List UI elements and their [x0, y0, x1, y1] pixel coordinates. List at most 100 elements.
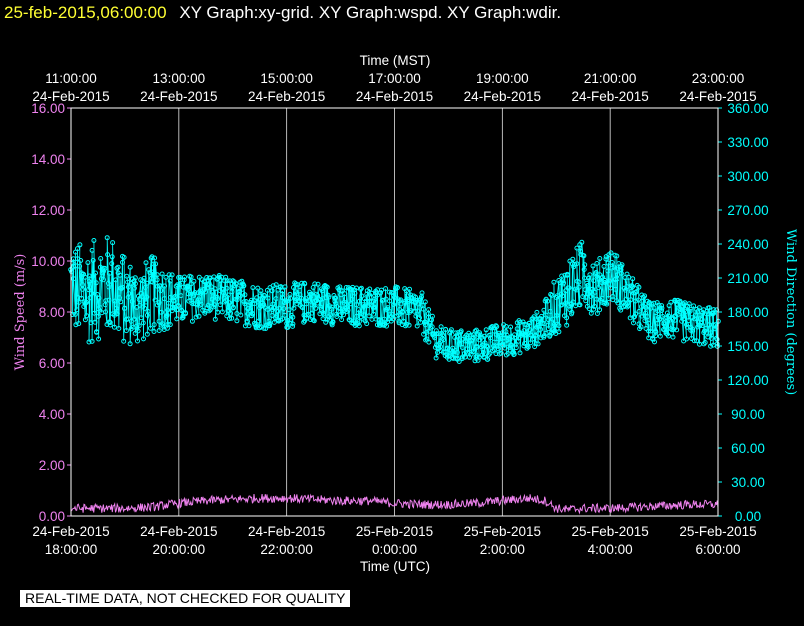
direction-point: [262, 293, 268, 299]
direction-point: [536, 331, 541, 337]
direction-point: [642, 293, 648, 299]
direction-point: [429, 324, 435, 330]
direction-point: [290, 321, 296, 327]
direction-point: [564, 272, 570, 278]
direction-point: [80, 286, 85, 292]
direction-point: [580, 294, 586, 300]
direction-point: [639, 298, 645, 304]
direction-point: [280, 295, 286, 301]
direction-point: [326, 303, 332, 309]
direction-point: [255, 299, 261, 305]
direction-point: [524, 343, 530, 349]
direction-point: [687, 306, 693, 312]
direction-point: [167, 322, 173, 328]
direction-point: [512, 335, 518, 341]
direction-point: [508, 342, 514, 348]
direction-point: [84, 313, 90, 319]
top-tick-date: 24-Feb-2015: [679, 89, 756, 104]
direction-point: [640, 303, 646, 309]
direction-point: [101, 277, 106, 283]
direction-point: [470, 349, 476, 355]
direction-point: [90, 273, 96, 279]
direction-point: [285, 296, 291, 302]
direction-point: [711, 311, 716, 316]
direction-point: [349, 296, 355, 302]
direction-point: [491, 339, 497, 345]
direction-point: [267, 321, 273, 327]
direction-point: [104, 235, 110, 241]
direction-point: [71, 276, 77, 282]
quality-notice: REAL-TIME DATA, NOT CHECKED FOR QUALITY: [20, 590, 351, 607]
bottom-axis-label: Time (UTC): [360, 559, 430, 574]
direction-point: [164, 312, 170, 318]
chart-header: 25-feb-2015,06:00:00 XY Graph:xy-grid. X…: [4, 3, 561, 22]
right-tick-label: 270.00: [727, 203, 768, 218]
direction-point: [75, 246, 80, 252]
direction-point: [634, 289, 640, 295]
direction-point: [482, 333, 487, 339]
direction-point: [206, 308, 212, 314]
direction-point: [588, 310, 594, 316]
direction-point: [596, 285, 602, 291]
direction-point: [686, 318, 692, 323]
direction-point: [656, 302, 662, 308]
direction-point: [248, 297, 254, 303]
direction-point: [381, 322, 387, 328]
direction-point: [487, 350, 493, 356]
direction-point: [185, 286, 191, 292]
direction-point: [109, 261, 115, 267]
direction-point: [476, 337, 482, 343]
direction-point: [454, 349, 460, 355]
direction-point: [132, 281, 138, 287]
direction-point: [633, 289, 639, 295]
direction-point: [191, 278, 197, 284]
direction-point: [700, 323, 706, 329]
direction-point: [391, 316, 396, 322]
direction-point: [120, 284, 126, 290]
direction-point: [157, 283, 163, 289]
direction-point: [79, 295, 84, 301]
direction-point: [564, 322, 570, 328]
direction-point: [554, 313, 560, 318]
left-tick-label: 2.00: [39, 458, 65, 473]
direction-point: [342, 301, 347, 307]
direction-point: [691, 338, 697, 344]
direction-point: [456, 359, 462, 364]
direction-point: [125, 294, 131, 300]
direction-point: [668, 326, 674, 332]
direction-point: [192, 290, 198, 295]
direction-point: [472, 328, 478, 334]
direction-point: [121, 338, 127, 344]
direction-point: [477, 330, 482, 336]
direction-point: [549, 292, 555, 298]
axis-ticks: 24-Feb-2015 18:00:00 24-Feb-2015 20:00:00 24…: [31, 71, 768, 557]
direction-point: [97, 305, 103, 311]
direction-point: [321, 311, 326, 317]
direction-point: [219, 309, 225, 315]
bottom-tick-date: 25-Feb-2015: [464, 524, 541, 539]
direction-point: [77, 242, 83, 248]
direction-point: [372, 296, 378, 302]
direction-point: [189, 318, 195, 324]
direction-point: [666, 333, 671, 339]
direction-point: [144, 294, 150, 300]
direction-point: [543, 312, 549, 318]
direction-point: [319, 288, 325, 294]
direction-point: [585, 283, 591, 288]
direction-point: [223, 298, 228, 304]
direction-point: [480, 347, 486, 353]
direction-point: [579, 239, 585, 245]
direction-point: [602, 278, 608, 283]
direction-point: [389, 312, 395, 318]
direction-point: [513, 345, 519, 351]
direction-point: [298, 295, 304, 301]
direction-point: [420, 306, 426, 312]
direction-point: [124, 273, 130, 279]
direction-point: [432, 335, 438, 341]
direction-point: [505, 351, 511, 356]
direction-point: [601, 264, 607, 269]
direction-point: [185, 284, 191, 290]
direction-point: [714, 343, 720, 349]
direction-point: [495, 336, 501, 342]
direction-point: [480, 349, 486, 355]
